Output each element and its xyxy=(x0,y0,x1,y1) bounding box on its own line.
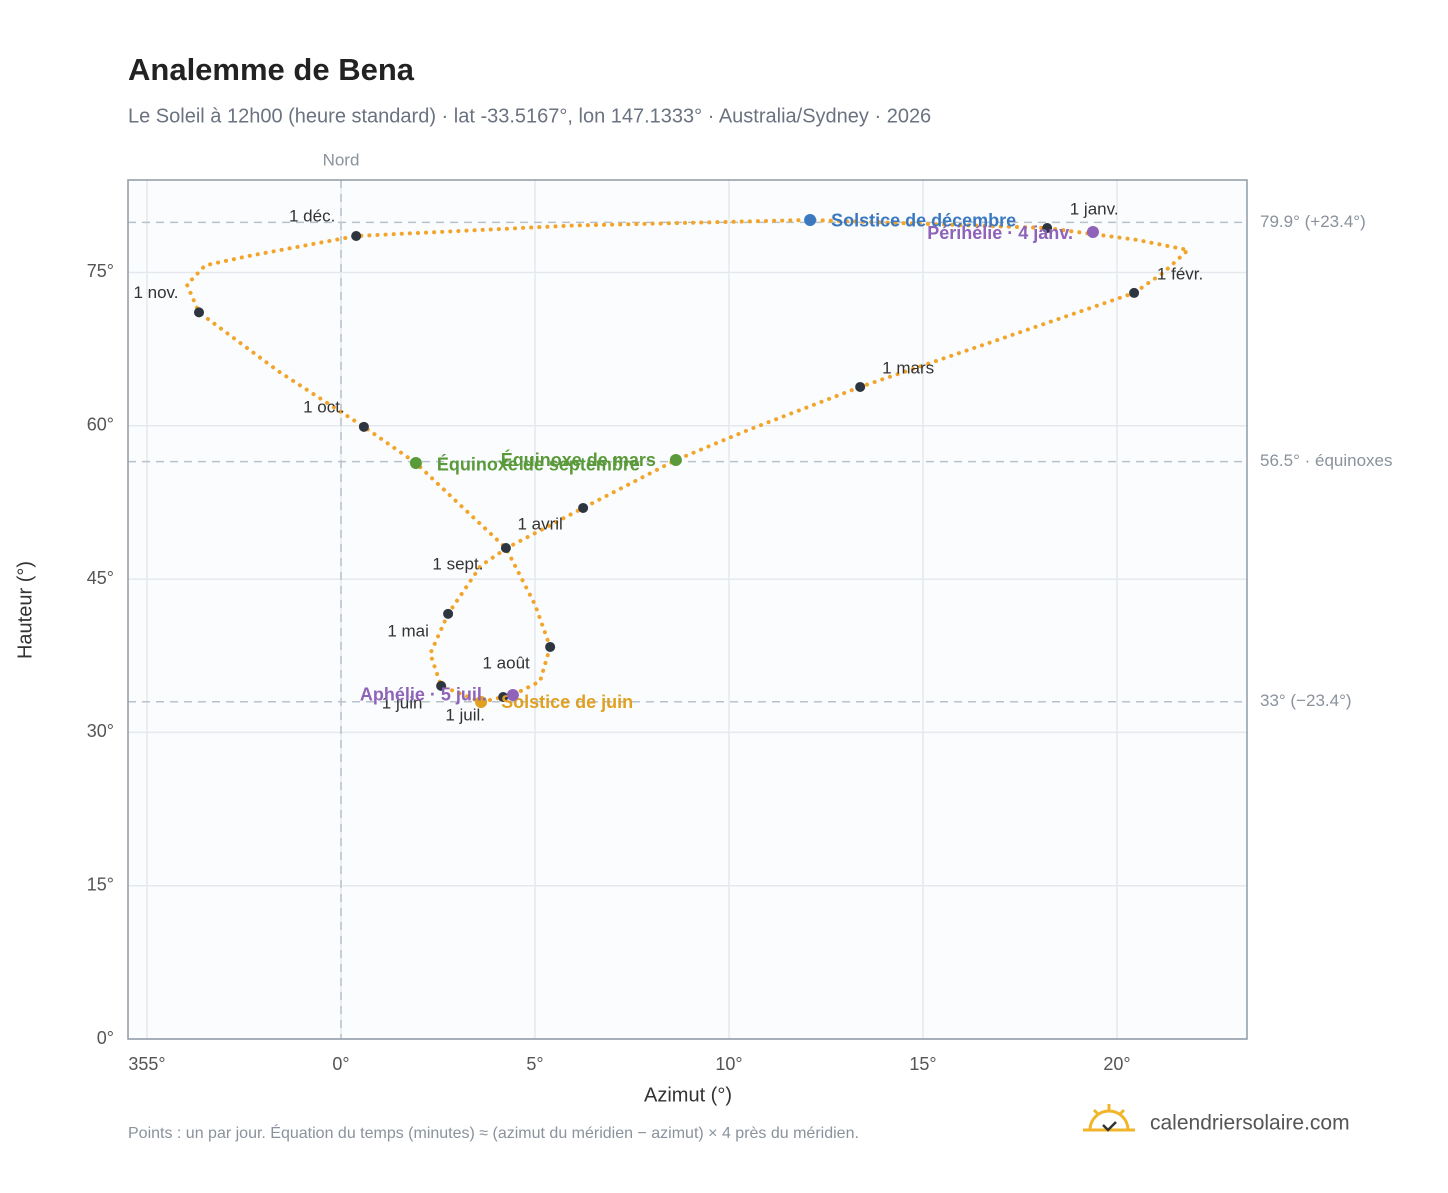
x-tick-label: 5° xyxy=(526,1054,543,1074)
chart-title: Analemme de Bena xyxy=(128,52,415,87)
brand: calendriersolaire.com xyxy=(1150,1112,1350,1135)
month-point xyxy=(194,307,205,318)
event-label: Équinoxe de mars xyxy=(501,449,656,470)
reference-label: 33° (−23.4°) xyxy=(1260,691,1352,710)
x-tick-label: 10° xyxy=(715,1054,742,1074)
y-tick-label: 0° xyxy=(97,1028,114,1048)
month-label: 1 août xyxy=(483,653,531,672)
month-point xyxy=(443,608,454,619)
event-point xyxy=(475,696,488,709)
reference-label: 56.5° · équinoxes xyxy=(1260,451,1393,470)
month-point xyxy=(358,421,369,432)
x-tick-label: 355° xyxy=(128,1054,165,1074)
y-axis-label: Hauteur (°) xyxy=(14,561,36,659)
month-label: 1 févr. xyxy=(1157,264,1203,283)
event-label: Solstice de juin xyxy=(501,692,633,712)
month-label: 1 sept. xyxy=(432,555,483,574)
month-label: 1 oct. xyxy=(303,397,345,416)
month-label: 1 mai xyxy=(387,621,429,640)
event-label: Équinoxe de septembre xyxy=(437,454,640,475)
event-point xyxy=(506,688,519,701)
x-axis-label: Azimut (°) xyxy=(644,1084,732,1106)
reference-label: 79.9° (+23.4°) xyxy=(1260,212,1366,231)
x-tick-label: 20° xyxy=(1103,1054,1130,1074)
event-point xyxy=(669,454,682,467)
month-label: 1 avril xyxy=(517,514,562,533)
month-point xyxy=(545,641,556,652)
month-point xyxy=(1129,287,1140,298)
month-point xyxy=(855,381,866,392)
month-point xyxy=(498,692,509,703)
plot-area xyxy=(128,180,1247,1039)
month-label: 1 janv. xyxy=(1070,200,1119,219)
event-point xyxy=(409,456,422,469)
month-label: 1 juin xyxy=(382,693,423,712)
footnote: Points : un par jour. Équation du temps … xyxy=(128,1123,859,1142)
event-point xyxy=(804,213,817,226)
y-tick-label: 30° xyxy=(87,721,114,741)
month-label: 1 juil. xyxy=(445,706,485,725)
chart-subtitle: Le Soleil à 12h00 (heure standard) · lat… xyxy=(128,105,931,127)
x-tick-label: 15° xyxy=(909,1054,936,1074)
month-point xyxy=(436,680,447,691)
x-tick-label: 0° xyxy=(332,1054,349,1074)
month-label: 1 nov. xyxy=(133,283,178,302)
y-tick-label: 60° xyxy=(87,415,114,435)
event-label: Solstice de décembre xyxy=(831,211,1016,231)
meridian-label: Nord xyxy=(323,150,360,169)
month-point xyxy=(578,502,589,513)
y-tick-label: 75° xyxy=(87,261,114,281)
month-point xyxy=(351,231,362,242)
plot-frame xyxy=(127,179,1248,1040)
event-label: Périhélie · 4 janv. xyxy=(927,223,1073,243)
y-tick-label: 45° xyxy=(87,568,114,588)
month-label: 1 déc. xyxy=(289,206,335,225)
y-tick-label: 15° xyxy=(87,874,114,894)
event-point xyxy=(1086,226,1099,239)
month-point xyxy=(500,543,511,554)
month-label: 1 mars xyxy=(882,358,934,377)
month-point xyxy=(1042,223,1053,234)
brand-logo xyxy=(1083,1104,1135,1132)
event-label: Aphélie · 5 juil. xyxy=(360,685,487,705)
